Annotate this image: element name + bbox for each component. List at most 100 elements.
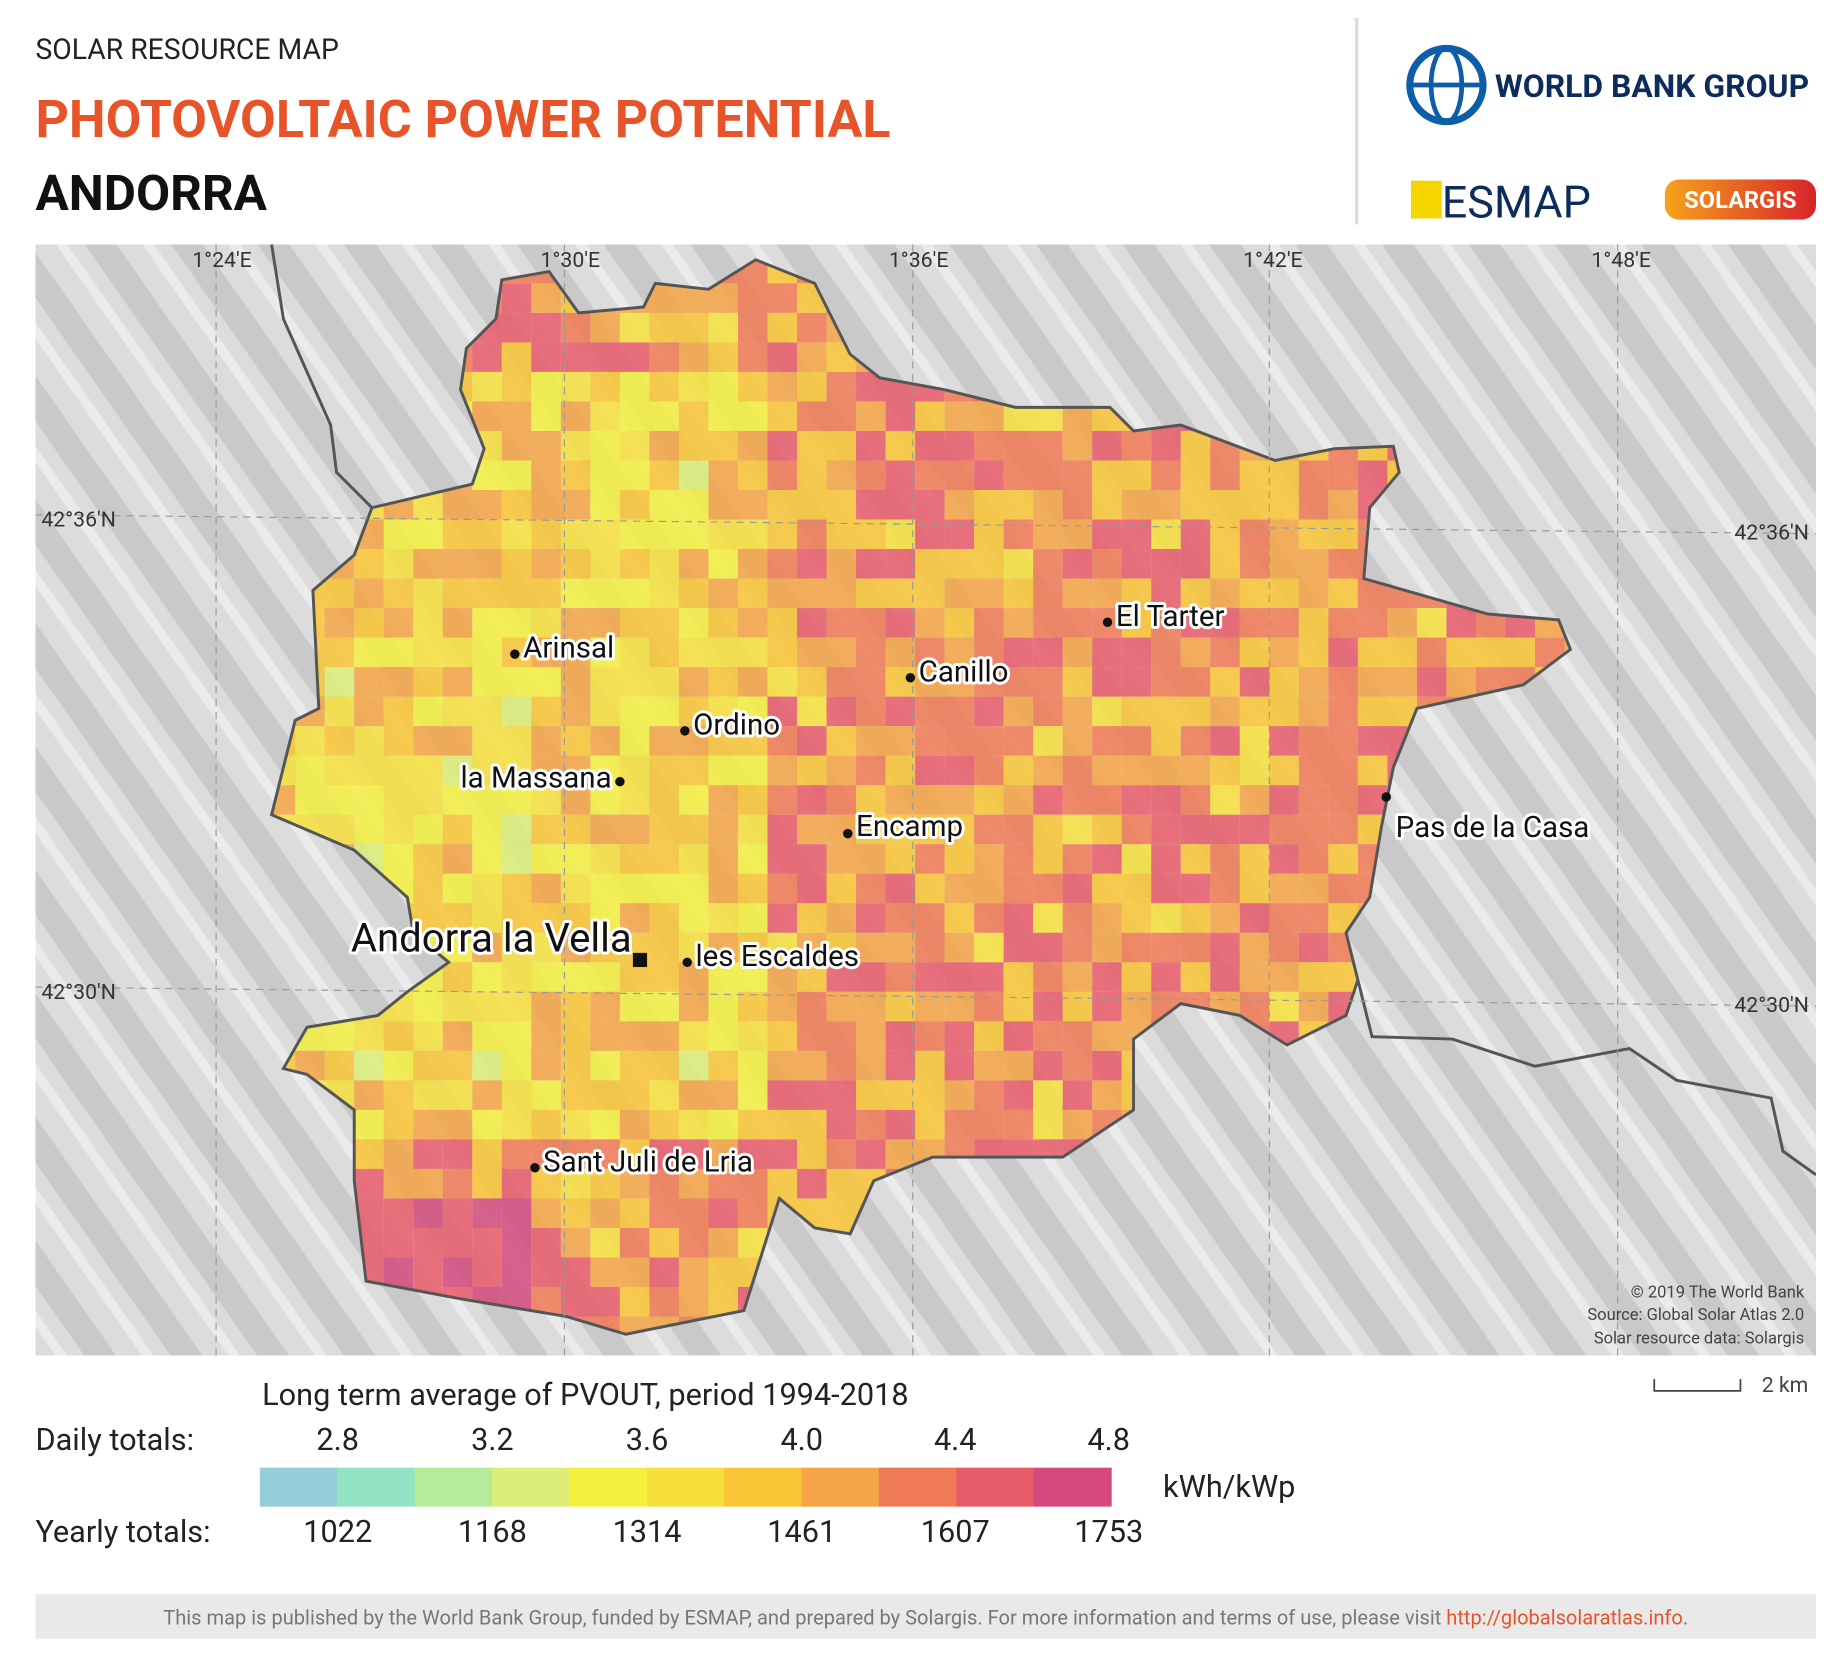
pv-tile <box>1121 726 1152 756</box>
pv-tile <box>1328 637 1358 668</box>
legend-title: Long term average of PVOUT, period 1994-… <box>262 1378 909 1413</box>
legend-swatch <box>956 1467 1035 1507</box>
pv-tile <box>531 578 561 609</box>
pv-tile <box>649 637 679 668</box>
pv-tile <box>1003 844 1034 874</box>
place-dot <box>905 673 916 683</box>
pv-tile <box>442 667 473 697</box>
pv-tile <box>1062 903 1093 933</box>
pv-tile <box>708 608 738 638</box>
pv-tile <box>295 726 325 756</box>
pv-tile <box>1033 962 1063 992</box>
pv-tile <box>472 549 502 579</box>
pv-tile <box>1062 962 1093 992</box>
pv-tile <box>708 814 738 845</box>
pv-tile <box>974 578 1004 609</box>
pv-tile <box>560 962 591 992</box>
pv-tile <box>649 873 679 904</box>
graticule <box>35 244 1817 1356</box>
pv-tile <box>590 1080 620 1110</box>
pv-tile <box>501 1139 532 1169</box>
pv-tile <box>708 1021 738 1051</box>
footer-link[interactable]: http://globalsolaratlas.info <box>1446 1606 1683 1630</box>
pv-tile <box>1062 549 1093 579</box>
pv-tile <box>1033 637 1063 668</box>
pv-tile <box>531 549 561 579</box>
pv-tile <box>501 1168 532 1199</box>
pv-tile <box>383 1080 414 1110</box>
pv-tile <box>1121 785 1152 815</box>
pv-tile <box>501 962 532 992</box>
pv-tile <box>737 785 768 815</box>
pv-tile <box>413 578 443 609</box>
pv-tile <box>885 430 916 461</box>
pv-tile <box>737 844 768 874</box>
pv-tile <box>354 814 384 845</box>
pv-tile <box>590 1168 620 1199</box>
pv-tile <box>797 873 827 904</box>
pv-tile <box>619 1050 650 1081</box>
pv-tile <box>856 755 886 786</box>
pv-tile <box>383 608 414 638</box>
pv-tile <box>944 430 975 461</box>
pv-tile <box>767 962 798 992</box>
pv-tile <box>708 312 738 343</box>
pv-tile <box>590 371 620 402</box>
pv-tile <box>915 578 945 609</box>
pv-tile <box>708 1198 738 1228</box>
pv-tile <box>826 962 857 992</box>
pv-tile <box>708 1139 738 1169</box>
pv-tile <box>767 1139 798 1169</box>
pv-tile <box>944 696 975 727</box>
footer-end: . <box>1683 1606 1688 1630</box>
pv-tile <box>1298 932 1329 963</box>
pv-tile <box>974 549 1004 579</box>
pv-tile <box>678 1050 709 1081</box>
pv-tile <box>442 1021 473 1051</box>
pv-tile <box>560 991 591 1022</box>
yearly-value: 1314 <box>613 1515 682 1550</box>
pv-tile <box>442 991 473 1022</box>
pv-tile <box>856 696 886 727</box>
pv-tile <box>472 1080 502 1110</box>
pv-tile <box>1269 844 1299 874</box>
pv-tile <box>1180 637 1211 668</box>
pv-tile <box>590 1109 620 1140</box>
pv-tile <box>974 991 1004 1022</box>
pv-tile <box>915 460 945 491</box>
pv-tile <box>737 873 768 904</box>
pv-tile <box>1180 755 1211 786</box>
pv-tile <box>797 667 827 697</box>
pv-tile <box>1062 755 1093 786</box>
pv-tile <box>472 1139 502 1169</box>
pv-tile <box>560 1227 591 1258</box>
pv-tile <box>1269 726 1299 756</box>
pv-tile <box>737 1139 768 1169</box>
pv-tile <box>295 755 325 786</box>
pv-tile <box>915 873 945 904</box>
daily-label: Daily totals: <box>35 1423 194 1458</box>
world-bank-logo: WORLD BANK GROUP <box>1406 44 1809 126</box>
pv-tile <box>560 755 591 786</box>
pv-tile <box>1033 430 1063 461</box>
country: ANDORRA <box>35 165 267 223</box>
pv-tile <box>649 1050 679 1081</box>
pv-tile <box>1416 667 1447 697</box>
pv-tile <box>383 667 414 697</box>
pv-tile <box>974 696 1004 727</box>
pv-tile <box>1151 667 1181 697</box>
pv-tile <box>472 342 502 372</box>
pv-tile <box>1328 844 1358 874</box>
pv-tile <box>1151 578 1181 609</box>
pv-tile <box>737 283 768 313</box>
pv-tile <box>1003 430 1034 461</box>
pv-tile <box>885 755 916 786</box>
pv-tile <box>826 903 857 933</box>
pv-tile <box>560 1287 591 1317</box>
pv-tile <box>974 785 1004 815</box>
pv-tile <box>737 1021 768 1051</box>
pv-tile <box>1298 962 1329 992</box>
capital-marker <box>632 952 648 968</box>
legend-swatch <box>801 1467 880 1507</box>
pv-tile <box>944 844 975 874</box>
